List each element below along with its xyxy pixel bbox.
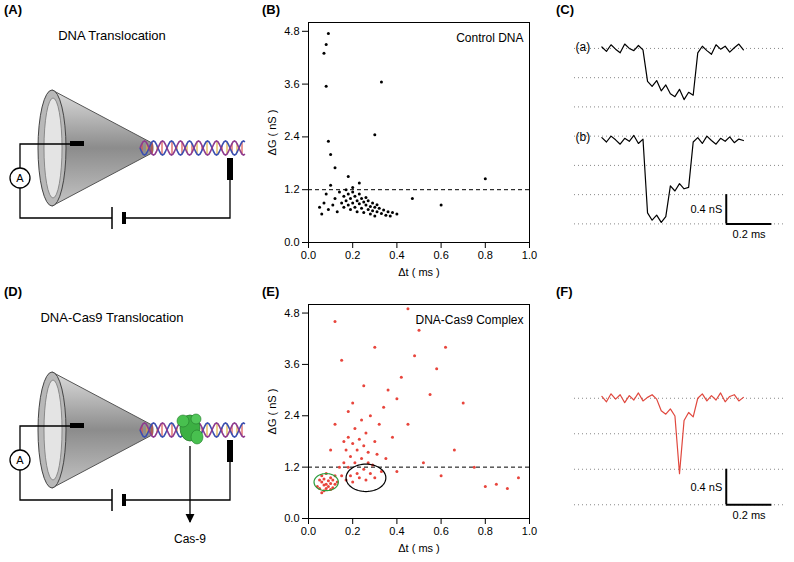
svg-text:0.2: 0.2 [345, 525, 360, 537]
html-text:(A): (A) [4, 2, 22, 17]
svg-text:ΔG ( nS ): ΔG ( nS ) [266, 389, 278, 435]
svg-text:0.0: 0.0 [301, 525, 316, 537]
svg-text:0.0: 0.0 [284, 512, 299, 524]
svg-text:(a): (a) [576, 40, 591, 54]
svg-text:4.8: 4.8 [284, 307, 299, 319]
svg-text:2.4: 2.4 [284, 409, 299, 421]
svg-text:1.0: 1.0 [522, 525, 537, 537]
svg-text:A: A [16, 454, 24, 466]
html-text:(C): (C) [556, 2, 574, 17]
svg-text:DNA-Cas9 Translocation: DNA-Cas9 Translocation [40, 310, 183, 325]
svg-text:4.8: 4.8 [284, 25, 299, 37]
svg-text:DNA-Cas9 Complex: DNA-Cas9 Complex [415, 313, 523, 327]
svg-text:Δt ( ms ): Δt ( ms ) [398, 266, 440, 278]
svg-text:Cas-9: Cas-9 [174, 532, 206, 546]
svg-text:1.2: 1.2 [284, 183, 299, 195]
svg-text:1.0: 1.0 [522, 249, 537, 261]
svg-text:3.6: 3.6 [284, 358, 299, 370]
svg-text:0.6: 0.6 [433, 249, 448, 261]
svg-text:Control DNA: Control DNA [456, 31, 523, 45]
svg-text:2.4: 2.4 [284, 130, 299, 142]
svg-text:0.4: 0.4 [389, 249, 404, 261]
svg-text:0.2 ms: 0.2 ms [733, 509, 767, 521]
html-text:(D): (D) [4, 284, 22, 299]
svg-text:0.4: 0.4 [389, 525, 404, 537]
svg-text:0.0: 0.0 [301, 249, 316, 261]
svg-text:DNA Translocation: DNA Translocation [58, 28, 166, 43]
svg-text:0.0: 0.0 [284, 236, 299, 248]
svg-text:0.6: 0.6 [433, 525, 448, 537]
svg-text:A: A [16, 172, 24, 184]
svg-text:0.4 nS: 0.4 nS [690, 203, 722, 215]
svg-text:ΔG ( nS ): ΔG ( nS ) [266, 110, 278, 156]
svg-text:1.2: 1.2 [284, 461, 299, 473]
html-text:(E): (E) [262, 284, 280, 299]
svg-text:(b): (b) [576, 130, 591, 144]
svg-text:0.2 ms: 0.2 ms [733, 228, 767, 240]
html-text:(F): (F) [556, 284, 573, 299]
svg-text:0.8: 0.8 [478, 525, 493, 537]
svg-text:Δt ( ms ): Δt ( ms ) [398, 542, 440, 554]
html-text:(B): (B) [262, 2, 280, 17]
svg-text:0.8: 0.8 [478, 249, 493, 261]
svg-text:0.4 nS: 0.4 nS [690, 481, 722, 493]
svg-text:0.2: 0.2 [345, 249, 360, 261]
svg-text:3.6: 3.6 [284, 78, 299, 90]
